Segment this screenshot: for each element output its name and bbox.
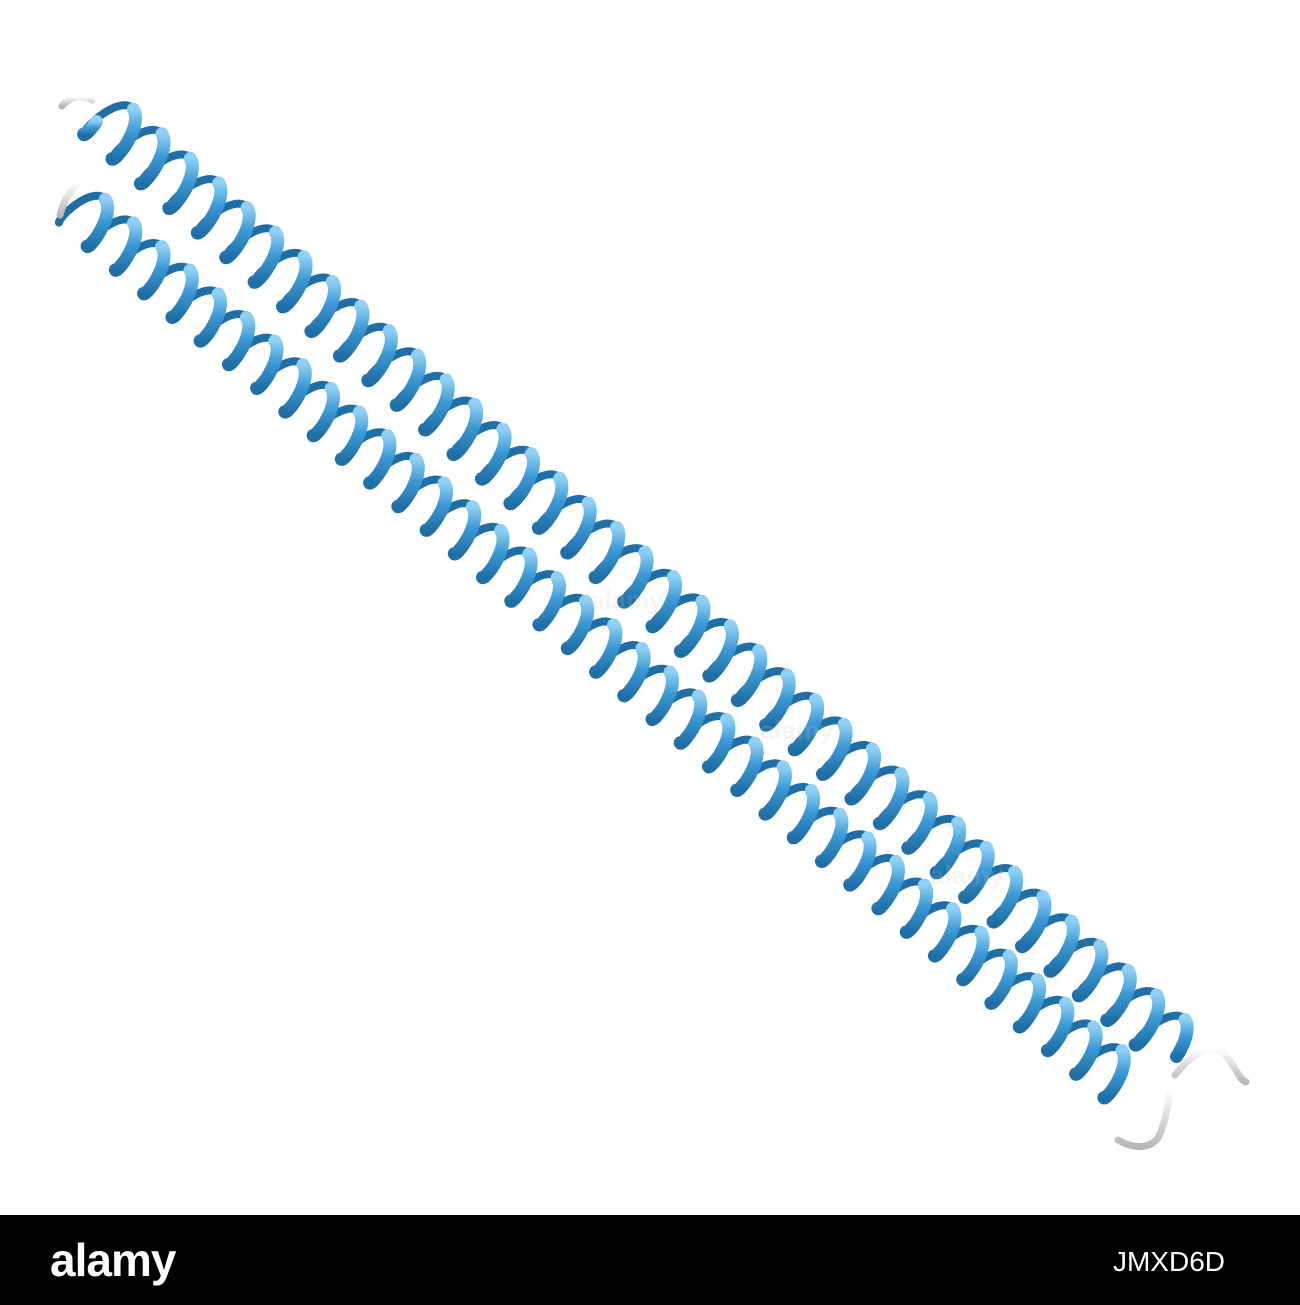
helix-b-front-segment [476, 523, 510, 585]
helix-b-front-segment [419, 476, 453, 537]
helix-b-front-segment [815, 807, 849, 868]
helix-b-front-segment [927, 902, 962, 963]
helix-a-front-segment [986, 865, 1024, 929]
helix-b-front-segment [250, 334, 284, 395]
helix-a-front-segment [1071, 939, 1109, 1003]
helix-a-front-segment [872, 767, 910, 831]
helix-b-front-segment [306, 382, 340, 443]
helix-a-front-segment [332, 299, 370, 363]
coil-terminus-left [56, 178, 84, 219]
helix-a-front-segment [588, 521, 626, 585]
helix-b-front-segment [391, 452, 425, 514]
coiled-coil-ribbon-svg [54, 93, 1250, 1150]
helix-b-front-segment [673, 689, 708, 750]
helix-b-front-segment [730, 736, 764, 797]
helix-b-front-segment [1097, 1044, 1131, 1105]
helix-a-front-segment [645, 570, 683, 634]
helix-a-front-segment [730, 644, 768, 708]
helix-a-back-turns [79, 101, 1189, 1049]
helix-b-front-segment [334, 405, 369, 466]
helix-a-front-segment [531, 471, 569, 535]
helix-a-front-segment [1170, 1013, 1194, 1063]
helix-b-front-segment [80, 192, 115, 254]
helix-a-front-segment [929, 816, 967, 880]
helix-b-front-segment [1040, 996, 1075, 1058]
helix-b-front-segment [645, 665, 679, 727]
helix-b-front-segment [137, 240, 171, 301]
helix-a-front-segment [446, 398, 484, 462]
helix-a-front-segment [844, 742, 882, 806]
helix-b-front-segment [786, 784, 821, 845]
helix-b-front-segment [589, 618, 623, 679]
helix-a-front-turns [77, 102, 1194, 1063]
helix-a-front-segment [503, 447, 540, 511]
helix-a-front-segment [162, 151, 199, 215]
helix-a-front-segment [673, 594, 711, 658]
helix-b-front-segment [1069, 1020, 1103, 1081]
helix-b-front-segment [758, 760, 792, 821]
helix-b-front-segment [984, 949, 1018, 1010]
helix-a-front-segment [190, 176, 228, 240]
helix-b-front-turns [80, 192, 1131, 1105]
helix-a-front-segment [276, 250, 313, 314]
helix-a-front-segment [418, 373, 455, 437]
helix-a-front-segment [702, 619, 739, 683]
coil-terminus-top [58, 93, 96, 110]
helix-b-front-segment [956, 925, 990, 987]
helix-b-front-segment [447, 500, 482, 561]
helix-a-front-segment [1100, 963, 1137, 1027]
image-id-label: JMXD6D [1112, 1246, 1225, 1277]
helix-a-front-segment [560, 496, 597, 560]
protein-illustration: alamy alamy alamy [54, 93, 1250, 1150]
helix-a-front-segment [617, 545, 654, 609]
helix-b-front-segment [1012, 973, 1047, 1034]
helix-b-front-segment [702, 713, 736, 774]
helix-b-front-segment [278, 358, 312, 419]
coil-termini [56, 93, 1250, 1150]
helix-a-front-segment [304, 275, 342, 338]
helix-a-front-segment [816, 717, 853, 781]
helix-a-front-segment [1015, 890, 1052, 954]
coil-terminus-right [1171, 1045, 1250, 1086]
coil-terminus-bottom [1114, 1086, 1174, 1150]
helix-b-front-segment [843, 831, 877, 892]
helix-a-front-segment [787, 693, 825, 757]
helix-b-front-segment [560, 594, 595, 656]
helix-b-back-segment [54, 191, 110, 227]
helix-a-front-segment [1128, 988, 1166, 1052]
helix-b-front-segment [899, 878, 934, 939]
helix-a-front-segment [901, 791, 938, 855]
helix-a-front-segment [1043, 914, 1080, 978]
helix-a-front-segment [475, 422, 512, 486]
helix-a-front-segment [105, 102, 143, 166]
helix-a-front-segment [958, 840, 995, 904]
helix-b-front-segment [108, 216, 143, 277]
helix-b-front-segment [871, 854, 905, 916]
helix-a-front-segment [133, 127, 171, 191]
helix-a-front-segment [77, 115, 103, 142]
helix-b-front-segment [221, 311, 256, 372]
helix-a-front-segment [219, 201, 256, 265]
helix-b-front-segment [617, 642, 651, 703]
helix-b-front-segment [504, 547, 538, 608]
footer-bar: alamy JMXD6D [0, 1215, 1300, 1305]
helix-a-front-segment [389, 348, 427, 412]
alamy-logo: alamy [50, 1234, 176, 1286]
helix-a-front-segment [361, 324, 398, 388]
helix-b-front-segment [532, 571, 566, 632]
helix-b-front-segment [193, 287, 228, 348]
helix-b-front-segment [165, 263, 199, 324]
helix-a-front-segment [247, 225, 285, 289]
helix-a-front-segment [759, 668, 796, 732]
helix-b-front-segment [363, 429, 397, 490]
